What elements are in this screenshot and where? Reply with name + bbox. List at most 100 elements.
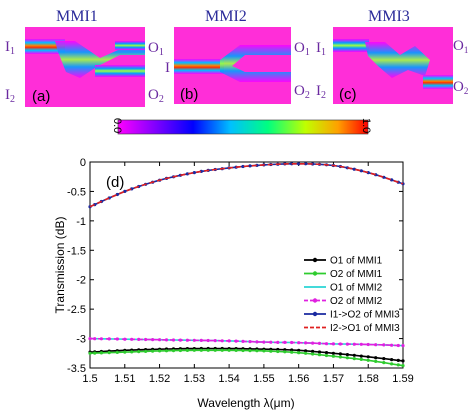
legend-marker: [312, 257, 318, 263]
mmi3-port-i1: I1: [316, 40, 326, 58]
mmi1-port-i1: I1: [5, 39, 15, 57]
x-tick-label: 1.55: [253, 373, 274, 385]
data-point: [276, 340, 280, 344]
data-point: [192, 171, 196, 175]
series-o1-of-mmi1: [88, 346, 405, 363]
mmi2-beam-split: [220, 45, 291, 82]
data-point: [338, 342, 342, 346]
y-tick-label: -1.5: [67, 245, 86, 257]
series-layer: [88, 162, 405, 368]
data-point: [171, 349, 176, 353]
data-point: [317, 353, 322, 357]
data-point: [248, 164, 252, 168]
data-point: [93, 351, 97, 355]
mmi2-port-i: I: [165, 60, 170, 76]
data-point: [276, 349, 280, 354]
legend-entry: I2->O1 of MMI3: [330, 323, 400, 334]
data-point: [374, 356, 378, 360]
y-tick-label: -1: [76, 216, 86, 228]
data-point: [130, 350, 134, 354]
data-point: [331, 351, 335, 355]
data-point: [88, 351, 92, 355]
data-point: [199, 348, 203, 352]
legend-entry: I1->O2 of MMI3: [330, 310, 400, 321]
mmi1-title: MMI1: [56, 8, 98, 25]
series-i2-o1-of-mmi3: [89, 163, 404, 208]
y-tick-label: -3.5: [67, 363, 86, 375]
data-point: [290, 340, 294, 345]
data-point: [192, 338, 196, 342]
colorbar-max-label: 1.0: [360, 118, 372, 133]
data-point: [255, 349, 259, 353]
mmi1-panel: MMI1 (a) I1 I2 O1 O2: [5, 8, 164, 107]
data-point: [262, 349, 266, 353]
colorbar-min-label: 0.0: [111, 118, 123, 133]
data-point: [401, 364, 405, 368]
colorbar-gradient: [117, 119, 369, 135]
data-point: [283, 350, 287, 354]
mmi2-title: MMI2: [205, 8, 247, 25]
data-point: [304, 341, 308, 345]
x-tick-label: 1.5: [82, 373, 97, 385]
data-point: [359, 342, 363, 346]
data-point: [178, 338, 182, 342]
data-point: [290, 350, 294, 354]
data-point: [401, 359, 405, 363]
data-point: [164, 349, 169, 353]
series-line: [89, 347, 404, 362]
data-point: [366, 355, 370, 359]
data-point: [137, 337, 141, 341]
data-point: [255, 340, 259, 344]
x-tick-label: 1.59: [392, 373, 413, 385]
data-point: [171, 338, 176, 342]
data-point: [390, 358, 394, 362]
series-line: [89, 163, 404, 208]
mmi2-beam-in: [174, 59, 224, 74]
data-point: [338, 352, 342, 356]
data-point: [331, 354, 335, 358]
data-point: [311, 349, 315, 353]
data-point: [338, 355, 342, 359]
data-point: [199, 338, 203, 342]
data-point: [359, 354, 363, 358]
data-point: [137, 350, 141, 354]
data-point: [151, 349, 155, 353]
data-point: [366, 358, 370, 362]
mmi1-port-i2: I2: [5, 87, 15, 105]
mmi1-port-o1: O1: [148, 40, 164, 58]
legend-entry: O1 of MMI2: [330, 283, 383, 294]
chart: 1.5 1.51 1.52 1.53 1.54 1.55 1.56 1.57 1.58 1.59 …: [53, 157, 414, 410]
data-point: [352, 353, 356, 357]
plot-frame: [89, 161, 404, 369]
data-point: [401, 344, 405, 348]
data-point: [164, 338, 169, 342]
data-point: [317, 341, 322, 345]
series-line: [89, 337, 404, 347]
series-line: [89, 349, 404, 367]
data-point: [178, 348, 182, 353]
colorbar: 0.0 1.0: [111, 118, 372, 135]
legend-marker: [312, 298, 318, 303]
mmi3-port-o1: O1: [453, 38, 468, 55]
data-point: [248, 340, 252, 344]
legend-entry: O2 of MMI2: [330, 296, 383, 307]
data-point: [158, 338, 162, 342]
data-point: [311, 341, 315, 345]
data-point: [107, 337, 111, 341]
data-point: [248, 349, 252, 353]
data-point: [324, 353, 329, 358]
data-point: [262, 340, 266, 344]
mmi2-port-o2: O2: [294, 83, 310, 101]
data-point: [352, 357, 356, 361]
series-o2-of-mmi2: [88, 337, 405, 348]
data-point: [374, 343, 378, 347]
x-tick-label: 1.52: [149, 373, 170, 385]
data-point: [227, 348, 231, 352]
data-point: [297, 348, 301, 352]
data-point: [185, 338, 189, 342]
data-point: [227, 339, 231, 343]
data-point: [151, 338, 155, 342]
x-axis-ticks: 1.5 1.51 1.52 1.53 1.54 1.55 1.56 1.57 1.58 1.59: [82, 162, 414, 385]
mmi1-label: (a): [32, 88, 50, 105]
